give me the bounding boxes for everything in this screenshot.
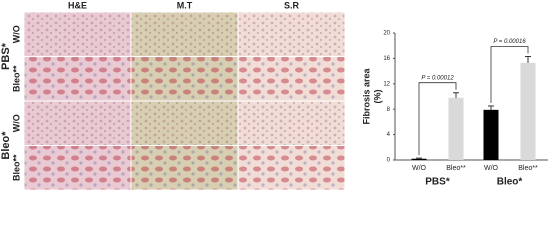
error-bar: [488, 105, 494, 110]
column-header: H&E: [68, 0, 87, 10]
micrograph-texture: [24, 57, 131, 101]
y-tick-label: 20: [383, 31, 390, 37]
y-tick-label: 0: [387, 158, 391, 164]
significance-bracket: [418, 82, 457, 156]
micrograph-texture: [24, 101, 131, 145]
column-header: S.R: [284, 0, 300, 10]
bar: [520, 62, 536, 160]
group-label: PBS*: [0, 42, 12, 70]
micrograph-texture: [131, 57, 238, 101]
significance-bracket: [490, 46, 529, 104]
micrograph-texture: [24, 146, 131, 190]
micrograph-texture: [238, 57, 345, 101]
group-label: PBS*: [425, 177, 450, 188]
group-label: Bleo*: [497, 177, 523, 188]
error-bar: [416, 157, 422, 159]
p-value-annotation: P = 0.00012: [421, 75, 454, 81]
x-tick-label: W/O: [484, 165, 499, 172]
error-bar: [453, 92, 459, 98]
micrograph-texture: [24, 12, 131, 56]
page: H&E M.T S.R W/O Bleo** W/O Bleo** PBS* Bleo* 0 4 8 1…: [0, 0, 548, 190]
row-label: W/O: [11, 25, 21, 43]
micrograph-texture: [131, 101, 238, 145]
y-axis-label: (%): [372, 90, 382, 104]
y-tick-label: 4: [387, 132, 391, 138]
y-tick-label: 16: [383, 56, 390, 62]
y-axis-label: Fibrosis area: [361, 67, 371, 124]
micrograph-texture: [238, 12, 345, 56]
figure: H&E M.T S.RW/OBleo**W/OBleo**PBS*Bleo*0481…: [0, 0, 548, 190]
row-label: Bleo**: [11, 65, 21, 92]
micrograph-texture: [238, 146, 345, 190]
row-label: W/O: [11, 114, 21, 132]
y-tick-label: 12: [383, 81, 390, 87]
micrograph-texture: [131, 12, 238, 56]
x-tick-label: Bleo**: [446, 165, 466, 172]
row-label: Bleo**: [11, 154, 21, 181]
micrograph-texture: [131, 146, 238, 190]
error-bar: [525, 55, 531, 63]
y-tick-label: 8: [387, 107, 391, 113]
bar: [448, 97, 464, 160]
bar: [483, 109, 499, 160]
p-value-annotation: P = 0.00016: [493, 39, 526, 45]
column-header: M.T: [177, 0, 193, 10]
group-label: Bleo*: [0, 131, 12, 160]
micrograph-texture: [238, 101, 345, 145]
x-tick-label: W/O: [412, 165, 427, 172]
x-tick-label: Bleo**: [518, 165, 538, 172]
bar: [411, 158, 427, 160]
